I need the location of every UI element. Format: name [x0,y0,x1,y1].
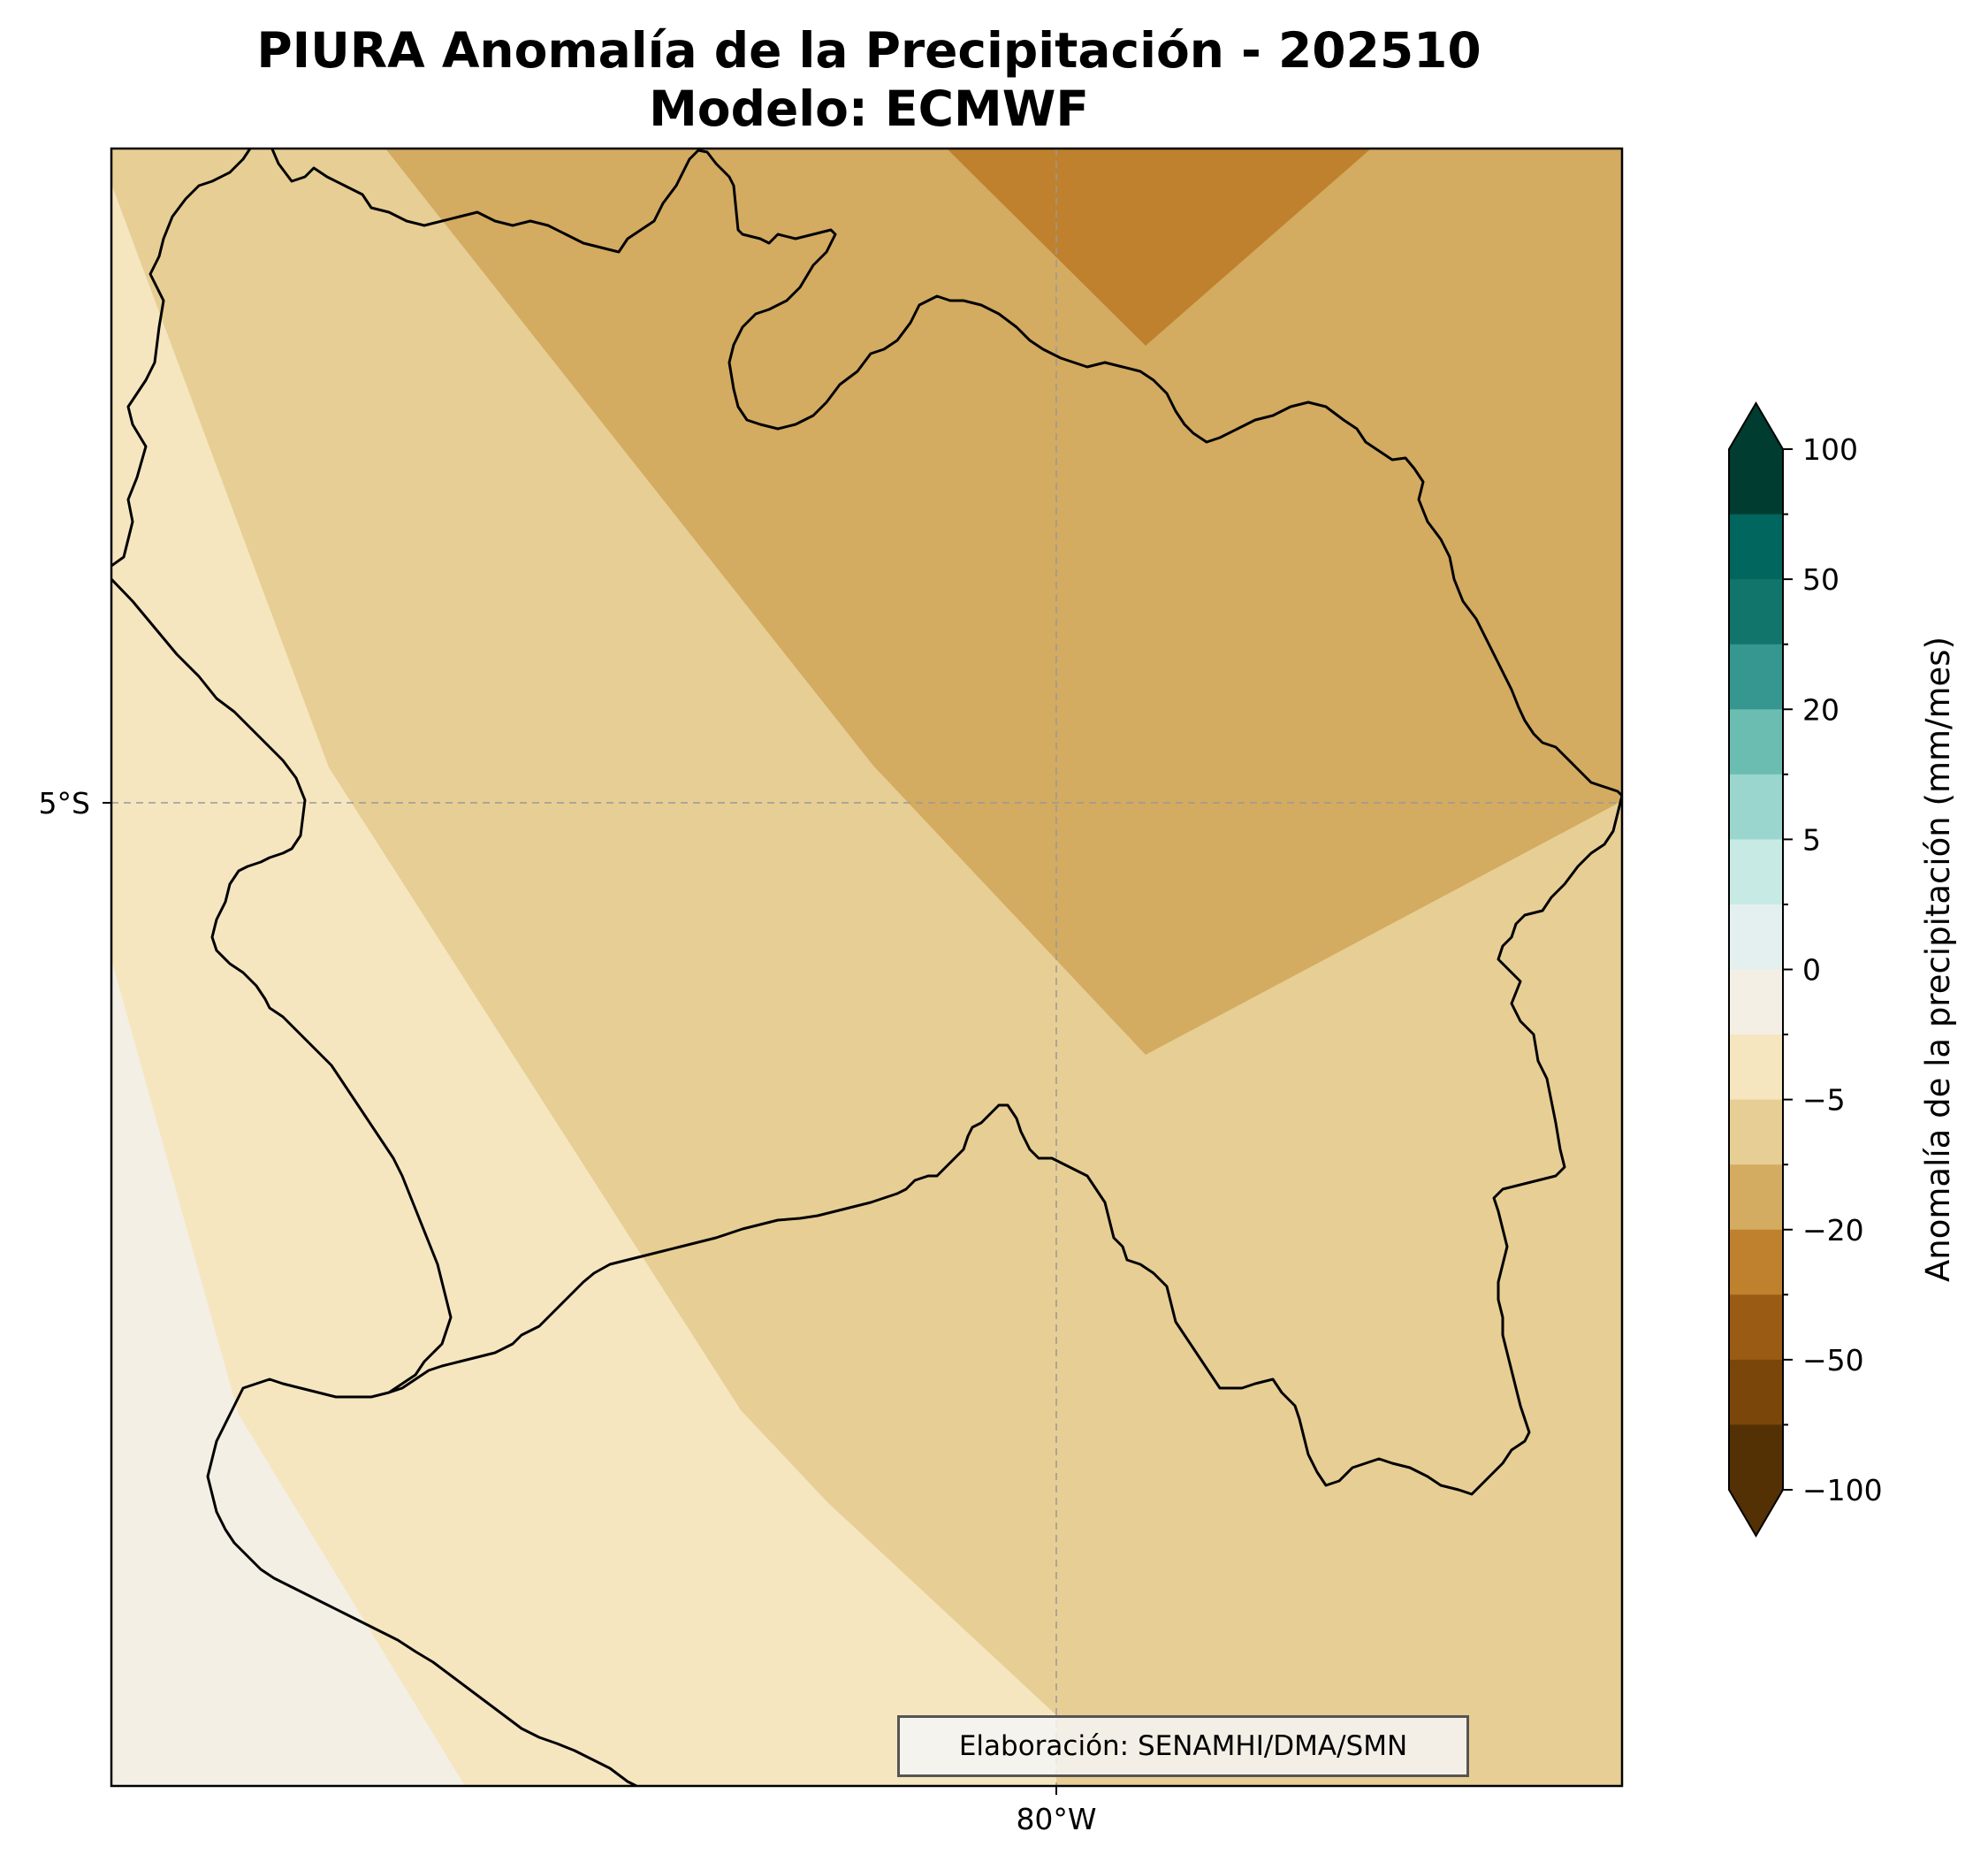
colorbar-segment [1729,514,1783,580]
anomaly-band-0 [111,959,465,1786]
title-line-1: PIURA Anomalía de la Precipitación - 202… [256,22,1481,79]
colorbar-segment [1729,1099,1783,1165]
colorbar-tick-label: 0 [1802,953,1821,988]
map-frame [110,147,1624,1788]
colorbar-extend-min [1729,1490,1783,1536]
borders [111,149,1622,1786]
colorbar-segment [1729,449,1783,515]
credit-box: Elaboración: SENAMHI/DMA/SMN [897,1715,1469,1777]
colorbar-segment [1729,709,1783,775]
title-line-2: Modelo: ECMWF [649,80,1089,137]
colorbar-extend-max [1729,403,1783,449]
colorbar-tick-label: −50 [1802,1343,1864,1377]
colorbar-tick-label: 100 [1802,432,1858,467]
colorbar-segment [1729,644,1783,710]
colorbar-segment [1729,1034,1783,1101]
anomaly-band-minus5 [111,184,1056,1786]
piura-boundary [111,149,1622,1786]
colorbar-segment [1729,839,1783,905]
colorbar-segment [1729,579,1783,645]
colorbar-tick-label: −20 [1802,1213,1864,1248]
colorbar-tick-label: 50 [1802,562,1839,597]
colorbar-segment [1729,1229,1783,1295]
colorbar [1728,401,1784,1538]
anomaly-band-minus50 [947,149,1371,346]
colorbar-tick-label: −5 [1802,1083,1846,1118]
colorbar-segment [1729,1359,1783,1426]
colorbar-segment [1729,969,1783,1035]
colorbar-segment [1729,1164,1783,1231]
grid-lines [111,149,1622,1786]
lon-tick-label: 80°W [1016,1802,1096,1836]
colorbar-tick-label: 20 [1802,692,1839,727]
coastline [111,577,453,1394]
anomaly-band-minus20 [385,149,1622,1055]
colorbar-label: Anomalía de la precipitación (mm/mes) [1919,637,1957,1282]
anomaly-field [111,149,1622,1786]
colorbar-tick-label: 5 [1802,822,1821,857]
colorbar-tick-label: −100 [1802,1473,1883,1507]
chart-title: PIURA Anomalía de la Precipitación - 202… [0,21,1738,138]
colorbar-segment [1729,774,1783,840]
lat-tick-label: 5°S [39,786,90,820]
colorbar-segment [1729,904,1783,971]
colorbar-segment [1729,1424,1783,1491]
credit-text: Elaboración: SENAMHI/DMA/SMN [958,1730,1408,1762]
colorbar-segment [1729,1294,1783,1361]
